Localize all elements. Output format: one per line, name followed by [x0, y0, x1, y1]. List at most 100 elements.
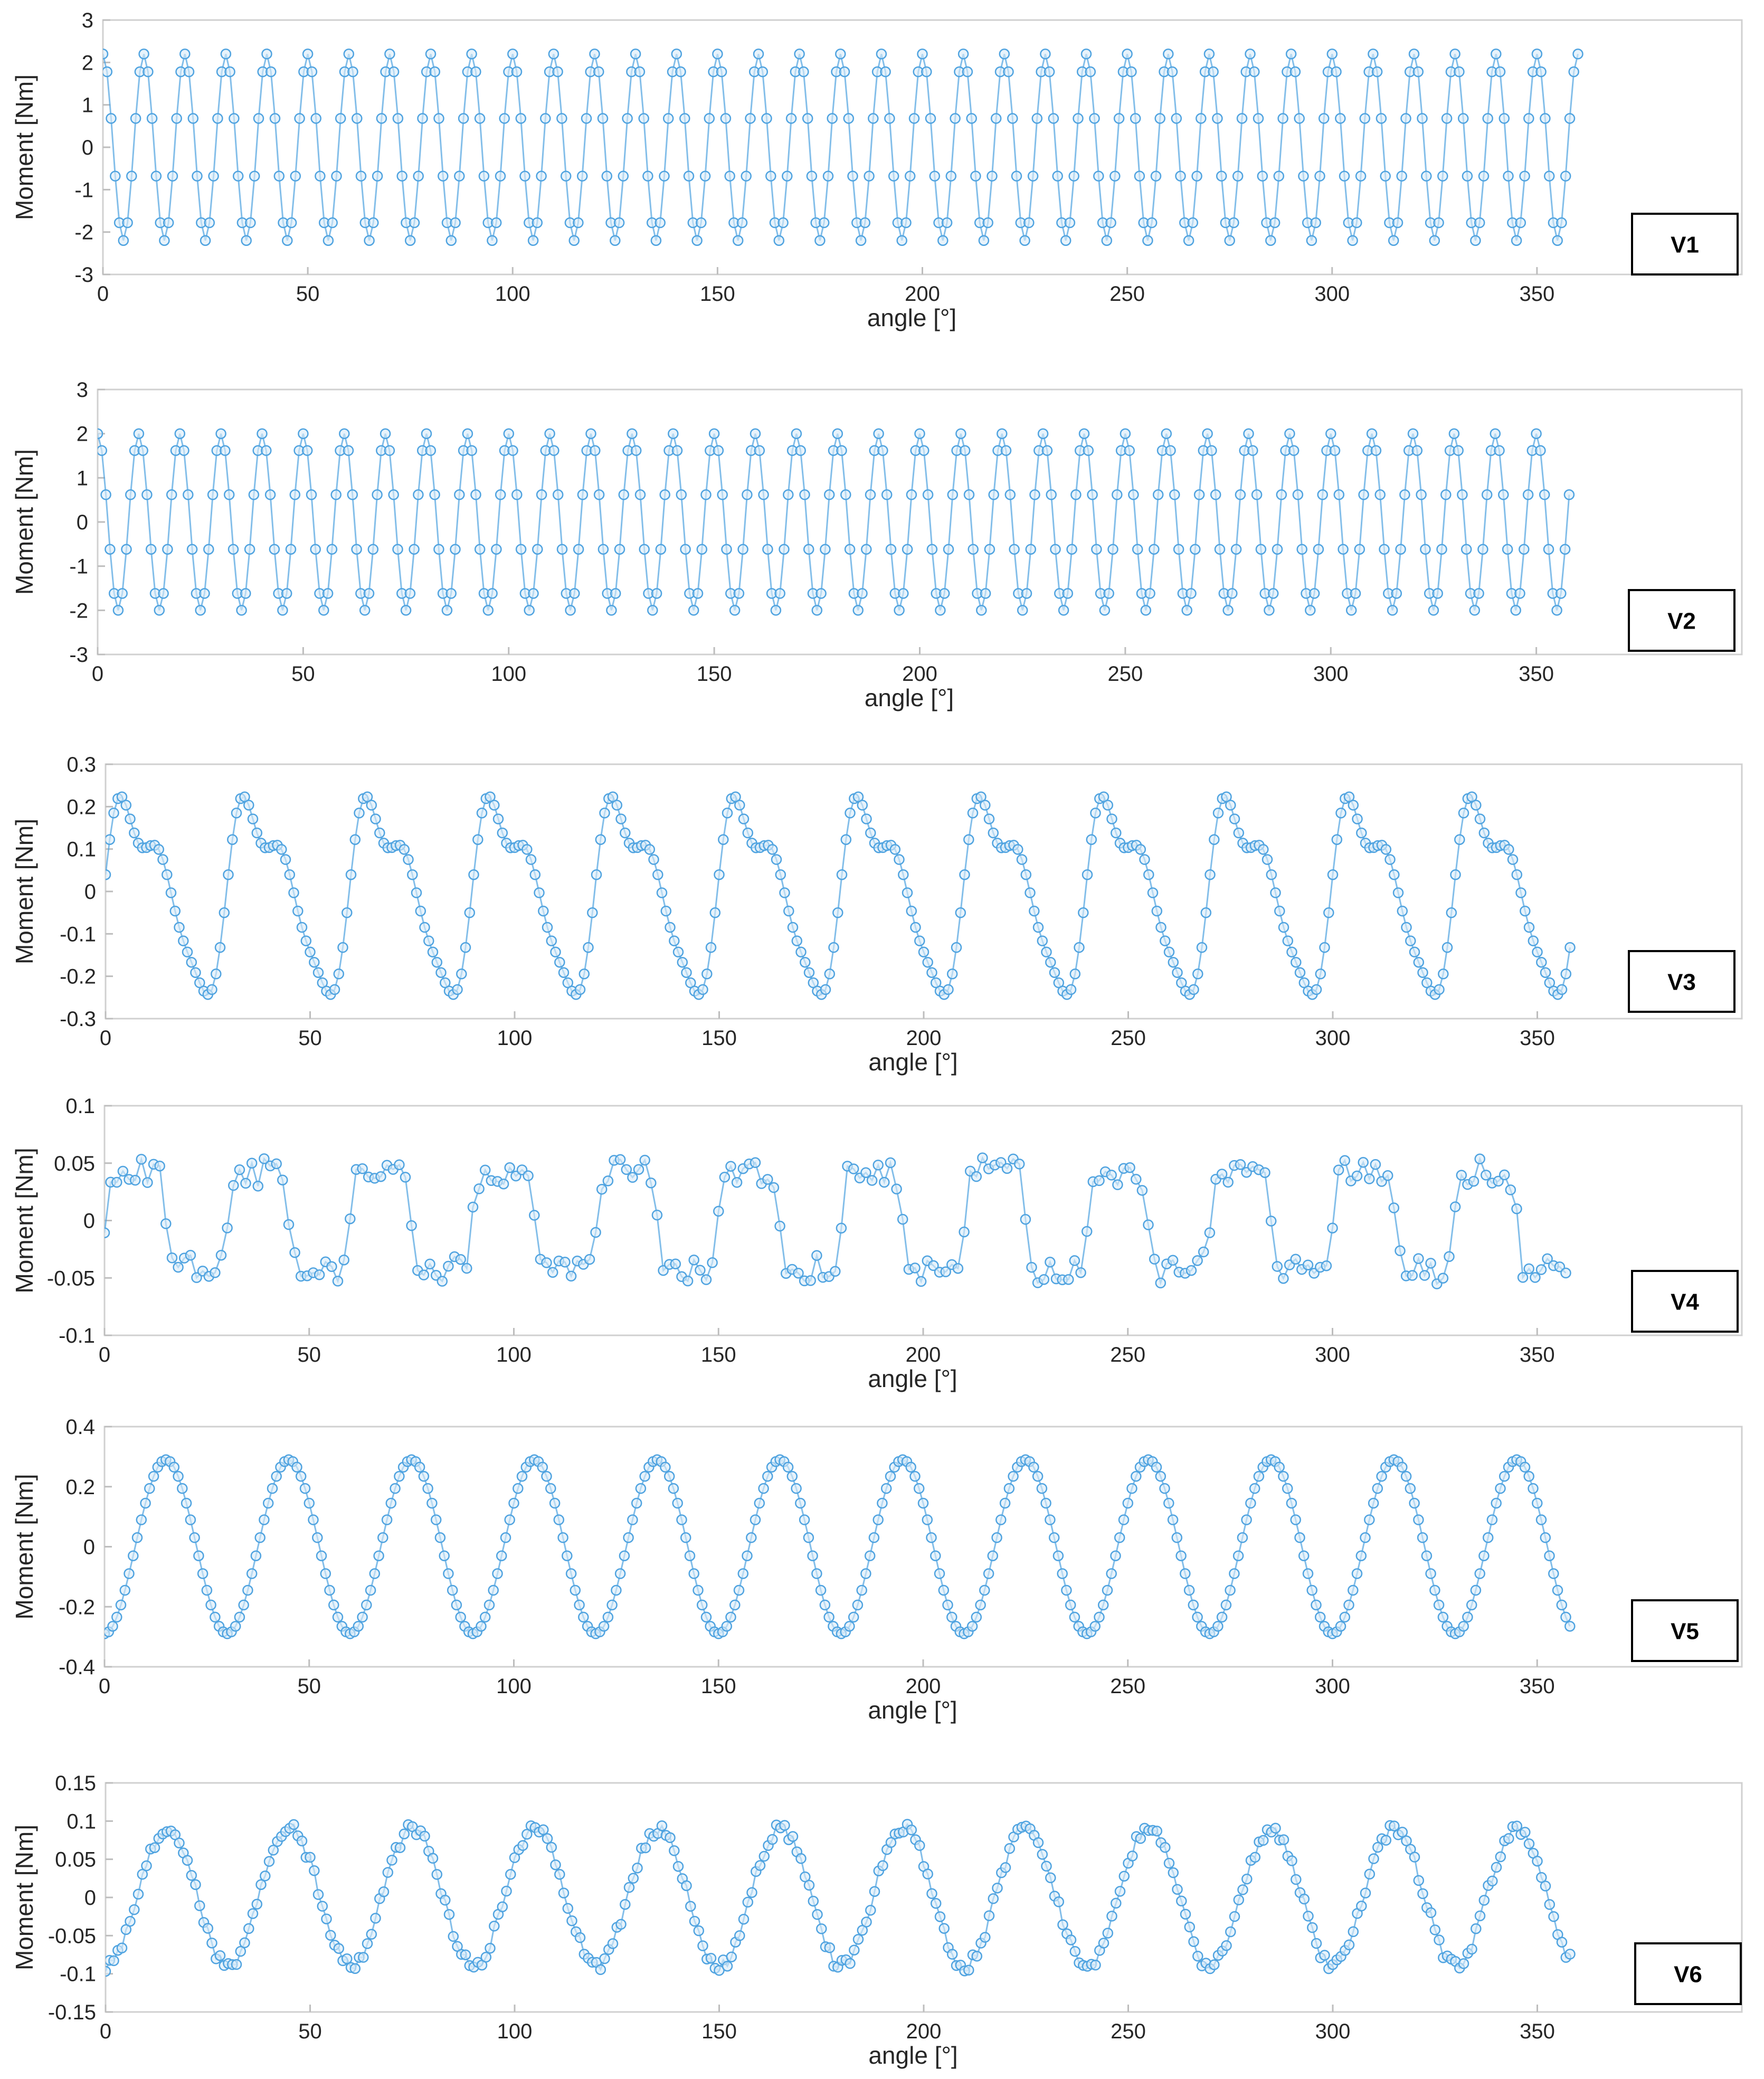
data-point [836, 445, 847, 456]
x-tick-label: 200 [906, 2020, 942, 2043]
data-point [407, 869, 418, 880]
data-point [955, 428, 966, 439]
data-point [1221, 791, 1232, 803]
data-point [983, 1910, 995, 1921]
data-point [714, 1965, 725, 1976]
data-point [363, 588, 375, 599]
data-point [324, 1584, 335, 1596]
data-point [1188, 1599, 1199, 1611]
data-point [106, 1966, 111, 1977]
data-point [861, 544, 872, 555]
data-point [1379, 544, 1390, 555]
data-point [861, 813, 872, 824]
data-point [192, 170, 203, 182]
data-point [549, 1497, 561, 1509]
data-point [1428, 605, 1439, 616]
data-point [141, 1860, 152, 1872]
data-point [1106, 1568, 1117, 1579]
data-point [1278, 922, 1289, 933]
data-point [550, 1859, 561, 1871]
data-point [357, 1611, 368, 1623]
y-tick-label: -0.2 [59, 1596, 95, 1619]
data-point [1235, 1159, 1246, 1170]
data-point [1376, 1470, 1387, 1482]
data-point [1258, 844, 1269, 855]
data-point [975, 791, 987, 803]
data-point [281, 588, 292, 599]
data-point [451, 1599, 462, 1611]
data-point [1041, 1860, 1052, 1872]
data-point [365, 1584, 376, 1596]
data-point [263, 1856, 275, 1867]
data-point [1510, 605, 1521, 616]
data-point [367, 544, 379, 555]
data-point [1167, 1514, 1179, 1525]
data-point [1343, 791, 1355, 803]
data-point [394, 1842, 406, 1853]
data-point [1114, 1532, 1125, 1543]
data-point [1188, 984, 1199, 995]
data-point [1456, 1170, 1467, 1181]
data-point [496, 1550, 507, 1561]
data-point [861, 1916, 872, 1928]
data-point [320, 1568, 331, 1579]
data-point [902, 544, 913, 555]
data-point [1192, 1611, 1203, 1623]
data-point [144, 1483, 155, 1494]
data-point [362, 791, 373, 803]
data-point [1053, 977, 1065, 989]
data-point [1102, 1584, 1113, 1596]
data-point [1542, 1253, 1553, 1265]
data-point [1202, 428, 1213, 439]
data-point [1498, 489, 1509, 500]
data-point [215, 428, 226, 439]
data-point [452, 984, 463, 995]
y-tick-label: 0.05 [55, 1848, 96, 1872]
data-point [443, 1909, 455, 1920]
data-point [508, 1497, 519, 1509]
data-point [1433, 217, 1444, 229]
data-point [977, 1152, 988, 1163]
data-point [212, 113, 223, 124]
data-point [1142, 235, 1153, 246]
data-point [424, 1258, 435, 1270]
data-point [146, 113, 158, 124]
chart-panel-v6: 0 50 100 150 200 250 300 3500.150.10.050-0.05-0… [11, 1772, 1743, 2069]
data-point [1417, 1532, 1428, 1543]
data-point [419, 922, 430, 933]
data-point [454, 170, 465, 182]
data-point [984, 544, 995, 555]
x-tick-label: 350 [1520, 1343, 1555, 1366]
data-point [852, 791, 864, 803]
data-point [1075, 1267, 1086, 1278]
data-point [573, 217, 584, 229]
data-point [1388, 235, 1399, 246]
data-point [443, 1568, 454, 1579]
y-tick-label: -3 [74, 263, 93, 287]
data-point [668, 428, 679, 439]
data-point [662, 113, 674, 124]
data-point [1259, 1167, 1270, 1178]
data-point [223, 489, 235, 500]
x-tick-label: 200 [905, 282, 940, 306]
data-point [765, 170, 776, 182]
x-tick-label: 300 [1315, 1343, 1350, 1366]
data-point [1206, 445, 1217, 456]
data-point [516, 1470, 528, 1482]
data-point [562, 977, 574, 989]
data-point [959, 869, 970, 880]
data-point [700, 489, 712, 500]
data-point [671, 445, 683, 456]
data-point [208, 170, 219, 182]
data-point [1397, 905, 1408, 917]
data-point [676, 1514, 687, 1525]
data-point [663, 1470, 675, 1482]
data-point [1126, 1483, 1137, 1494]
data-point [1448, 428, 1460, 439]
data-point [375, 1171, 386, 1182]
data-point [1262, 854, 1273, 865]
data-point [431, 956, 443, 968]
series-markers [105, 1454, 1576, 1639]
data-point [983, 813, 995, 824]
data-point [347, 66, 358, 78]
